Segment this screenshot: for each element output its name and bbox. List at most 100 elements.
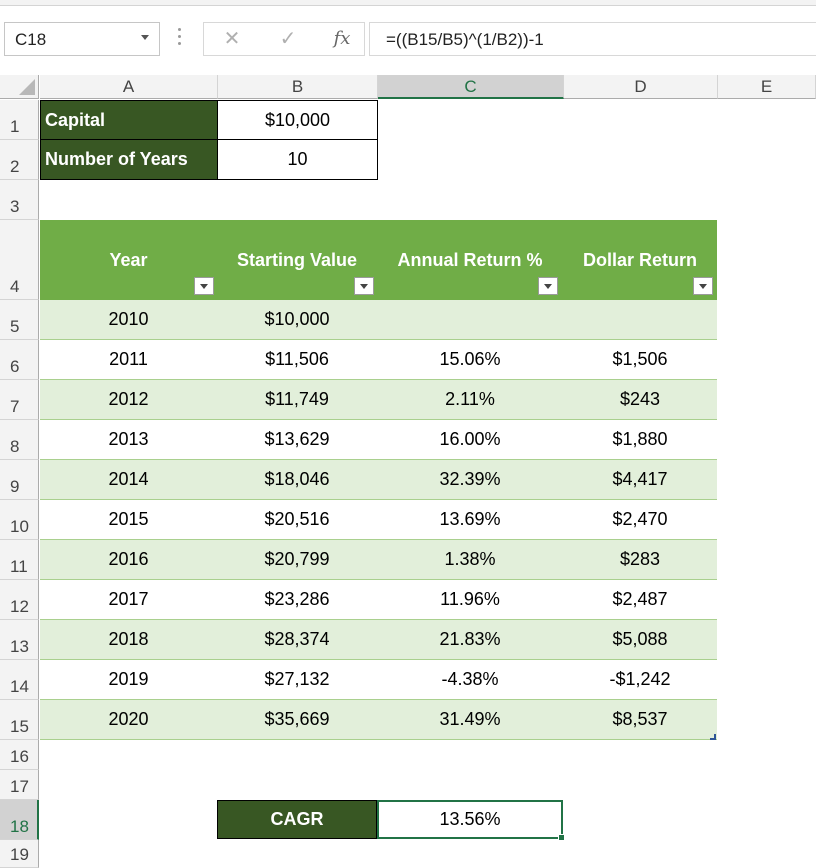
- annual-return-cell[interactable]: 13.69%: [439, 509, 501, 529]
- row-header-16[interactable]: 16: [0, 740, 39, 770]
- row-header-5[interactable]: 5: [0, 300, 39, 340]
- dollar-return-cell[interactable]: $283: [619, 549, 661, 569]
- starting-value-cell[interactable]: $23,286: [264, 589, 330, 609]
- years-label-cell[interactable]: Number of Years: [40, 139, 218, 180]
- dollar-return-cell[interactable]: $4,417: [612, 469, 668, 489]
- name-box[interactable]: C18: [4, 22, 160, 56]
- annual-return-cell[interactable]: [377, 300, 563, 339]
- year-cell[interactable]: 2015: [108, 509, 149, 529]
- year-cell[interactable]: 2019: [108, 669, 149, 689]
- chevron-down-icon[interactable]: [141, 35, 149, 40]
- annual-return-cell[interactable]: 11.96%: [440, 589, 500, 609]
- ribbon-edge: [0, 0, 816, 6]
- cancel-icon[interactable]: ✕: [223, 28, 241, 50]
- table-row: 2014 $18,046 32.39% $4,417: [40, 460, 717, 500]
- starting-value-cell[interactable]: $20,516: [264, 509, 330, 529]
- filter-dropdown-icon[interactable]: [194, 277, 214, 295]
- year-cell[interactable]: 2012: [108, 389, 149, 409]
- dollar-return-cell[interactable]: $1,506: [612, 349, 668, 369]
- row-header-7[interactable]: 7: [0, 380, 39, 420]
- annual-return-cell[interactable]: -4.38%: [441, 669, 499, 689]
- row-header-15[interactable]: 15: [0, 700, 39, 740]
- year-cell[interactable]: 2010: [108, 309, 149, 329]
- annual-return-cell[interactable]: 2.11%: [445, 389, 495, 409]
- years-value-cell[interactable]: 10: [217, 139, 378, 180]
- annual-return-cell[interactable]: 21.83%: [439, 629, 501, 649]
- starting-value-cell[interactable]: $28,374: [264, 629, 330, 649]
- row-header-14[interactable]: 14: [0, 660, 39, 700]
- row-header-4[interactable]: 4: [0, 220, 39, 300]
- enter-check-icon[interactable]: ✓: [279, 28, 297, 50]
- starting-value-cell[interactable]: $18,046: [264, 469, 330, 489]
- year-cell[interactable]: 2014: [108, 469, 149, 489]
- cagr-label-cell[interactable]: CAGR: [217, 800, 377, 839]
- table-row: 2016 $20,799 1.38% $283: [40, 540, 717, 580]
- starting-value-cell[interactable]: $35,669: [264, 709, 330, 729]
- starting-value-cell[interactable]: $10,000: [264, 309, 330, 329]
- year-cell[interactable]: 2017: [108, 589, 149, 609]
- table-row: 2018 $28,374 21.83% $5,088: [40, 620, 717, 660]
- formula-bar-resize-grip[interactable]: [177, 28, 183, 50]
- column-header-a[interactable]: A: [40, 75, 218, 99]
- year-cell[interactable]: 2013: [108, 429, 149, 449]
- column-header-b[interactable]: B: [218, 75, 378, 99]
- formula-input[interactable]: =((B15/B5)^(1/B2))-1: [369, 22, 816, 56]
- row-header-18[interactable]: 18: [0, 800, 39, 840]
- annual-return-cell[interactable]: 1.38%: [444, 549, 496, 569]
- year-cell[interactable]: 2018: [108, 629, 149, 649]
- annual-return-cell[interactable]: 32.39%: [439, 469, 501, 489]
- header-year[interactable]: Year: [109, 250, 148, 270]
- starting-value-cell[interactable]: $20,799: [264, 549, 330, 569]
- filter-dropdown-icon[interactable]: [693, 277, 713, 295]
- row-header-13[interactable]: 13: [0, 620, 39, 660]
- header-annual-return[interactable]: Annual Return %: [397, 250, 543, 270]
- row-header-9[interactable]: 9: [0, 460, 39, 500]
- dollar-return-cell[interactable]: $8,537: [612, 709, 668, 729]
- annual-return-cell[interactable]: 31.49%: [439, 709, 501, 729]
- dollar-return-cell[interactable]: [563, 300, 717, 339]
- header-dollar-return[interactable]: Dollar Return: [582, 250, 697, 270]
- dollar-return-cell[interactable]: $5,088: [612, 629, 668, 649]
- column-header-d[interactable]: D: [564, 75, 718, 99]
- row-header-10[interactable]: 10: [0, 500, 39, 540]
- insert-function-icon[interactable]: fx: [333, 28, 351, 49]
- annual-return-cell[interactable]: 15.06%: [439, 349, 501, 369]
- capital-label-cell[interactable]: Capital: [40, 100, 218, 140]
- year-cell[interactable]: 2016: [108, 549, 149, 569]
- row-header-2[interactable]: 2: [0, 140, 39, 180]
- dollar-return-cell[interactable]: $2,470: [612, 509, 668, 529]
- row-header-17[interactable]: 17: [0, 770, 39, 800]
- formula-bar-area: C18 ✕ ✓ fx =((B15/B5)^(1/B2))-1: [0, 0, 816, 72]
- row-header-19[interactable]: 19: [0, 840, 39, 868]
- row-header-8[interactable]: 8: [0, 420, 39, 460]
- year-cell[interactable]: 2020: [108, 709, 149, 729]
- starting-value-cell[interactable]: $11,749: [265, 389, 329, 409]
- cagr-value: 13.56%: [439, 809, 501, 829]
- dollar-return-cell[interactable]: $1,880: [612, 429, 668, 449]
- dollar-return-cell[interactable]: $243: [619, 389, 661, 409]
- column-header-e[interactable]: E: [718, 75, 816, 99]
- row-header-11[interactable]: 11: [0, 540, 39, 580]
- filter-dropdown-icon[interactable]: [538, 277, 558, 295]
- year-cell[interactable]: 2011: [109, 349, 148, 369]
- dollar-return-cell[interactable]: $2,487: [612, 589, 668, 609]
- starting-value-cell[interactable]: $13,629: [264, 429, 330, 449]
- name-box-value: C18: [15, 30, 47, 49]
- cagr-value-cell[interactable]: 13.56%: [377, 800, 565, 841]
- row-header-12[interactable]: 12: [0, 580, 39, 620]
- fill-handle[interactable]: [558, 834, 565, 841]
- table-resize-handle[interactable]: [710, 734, 716, 740]
- row-header-6[interactable]: 6: [0, 340, 39, 380]
- starting-value-cell[interactable]: $27,132: [264, 669, 330, 689]
- row-header-1[interactable]: 1: [0, 100, 39, 140]
- header-starting-value[interactable]: Starting Value: [236, 250, 358, 270]
- filter-dropdown-icon[interactable]: [354, 277, 374, 295]
- row-header-3[interactable]: 3: [0, 180, 39, 220]
- annual-return-cell[interactable]: 16.00%: [439, 429, 501, 449]
- table-row: 2011 $11,506 15.06% $1,506: [40, 340, 717, 380]
- capital-value-cell[interactable]: $10,000: [217, 100, 378, 140]
- starting-value-cell[interactable]: $11,506: [265, 349, 329, 369]
- dollar-return-cell[interactable]: -$1,242: [609, 669, 671, 689]
- column-header-c[interactable]: C: [378, 75, 564, 99]
- select-all-corner[interactable]: [0, 75, 39, 99]
